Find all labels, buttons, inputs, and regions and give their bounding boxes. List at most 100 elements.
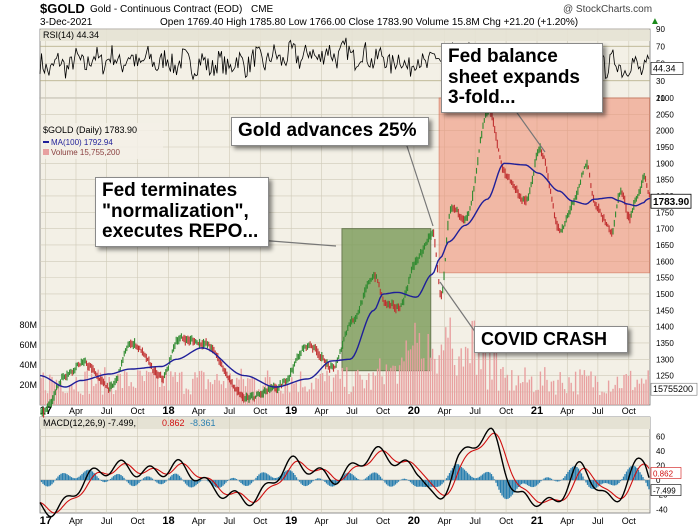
annotation-covid-crash: COVID CRASH [474,326,628,354]
price-y-tick: 2050 [656,110,674,119]
macd-line [39,427,650,518]
volume-y-tick: 60M [19,340,37,350]
pointer-fed-terminates [257,239,337,247]
x-tick-label: 21 [531,405,543,417]
x-tick-label: Apr [438,406,452,416]
signal-last-value-box [650,467,682,479]
x-tick-label: Jul [346,406,358,416]
quote-line: Open 1769.40 High 1785.80 Low 1766.00 Cl… [160,17,579,28]
pointer-fed-balance [514,109,546,153]
panel-macd-background [39,416,651,514]
rsi-last-value: 44.34 [653,63,676,73]
x-tick-label: 18 [162,405,174,417]
price-y-tick: 1400 [656,323,674,332]
contract-description: Gold - Continuous Contract (EOD) [90,4,243,15]
price-last-value-box [650,193,692,209]
price-legend-gold: $GOLD (Daily) 1783.90 [43,125,137,135]
x-tick-label-bottom: Oct [253,516,268,526]
volume-last-value-box [650,382,698,396]
macd-legend-hist: -8.361 [190,418,216,428]
x-tick-label: Jul [224,406,236,416]
macd-legend-signal: 0.862 [162,418,185,428]
x-tick-label: Jul [101,406,113,416]
symbol-title: $GOLD [40,1,85,16]
price-last-value: 1783.90 [653,197,690,208]
price-y-tick: 1850 [656,176,674,185]
x-tick-label-bottom: 18 [162,515,174,527]
price-y-tick: 1550 [656,274,674,283]
price-legend-band [41,123,163,159]
price-y-tick: 1500 [656,290,674,299]
quote-date: 3-Dec-2021 [40,17,93,28]
x-tick-label: Oct [499,406,514,416]
annotation-gold-advances: Gold advances 25% [231,117,429,146]
rsi-legend: RSI(14) 44.34 [43,30,99,40]
rsi-y-tick: 90 [656,25,665,34]
x-tick-label: Jul [469,406,481,416]
macd-y-tick: 0 [656,476,661,485]
x-tick-label-bottom: 17 [40,515,52,527]
pointer-gold-advances-right [404,139,434,227]
price-y-tick: 1250 [656,372,674,381]
x-tick-label: Apr [560,406,574,416]
up-triangle-icon: ▲ [650,16,660,27]
macd-y-tick: 40 [656,447,665,456]
price-y-tick: 1700 [656,225,674,234]
x-tick-label: Oct [253,406,268,416]
price-y-tick: 1950 [656,143,674,152]
x-tick-label: Apr [314,406,328,416]
x-tick-label-bottom: Apr [69,516,83,526]
x-tick-label-bottom: Apr [560,516,574,526]
x-tick-label-bottom: Jul [101,516,113,526]
rsi-last-value-box [650,62,684,75]
x-tick-label: Oct [622,406,637,416]
x-tick-label-bottom: Jul [346,516,358,526]
macd-y-tick: 20 [656,462,665,471]
price-y-tick: 1750 [656,208,674,217]
volume-y-tick: 20M [19,380,37,390]
rsi-y-tick: 10 [656,94,665,103]
ma100-line [39,162,651,388]
x-tick-label: Apr [192,406,206,416]
x-tick-label: 20 [408,405,420,417]
x-tick-label: Oct [131,406,146,416]
price-y-tick: 1900 [656,159,674,168]
price-y-tick: 1450 [656,306,674,315]
gold-advance-box [341,228,432,372]
header-area [0,0,700,30]
price-y-tick: 1600 [656,257,674,266]
price-y-tick: 1350 [656,339,674,348]
x-tick-label-bottom: Oct [131,516,146,526]
price-legend-ma: MA(100) 1792.94 [51,138,113,147]
price-y-tick: 2100 [656,94,674,103]
price-legend-volume: Volume 15,755,200 [51,148,120,157]
x-tick-label: Apr [69,406,83,416]
x-tick-label-bottom: Oct [499,516,514,526]
stockcharts-watermark: @ StockCharts.com [563,4,653,15]
x-tick-label-bottom: Apr [438,516,452,526]
price-y-tick: 1650 [656,241,674,250]
x-tick-label-bottom: 20 [408,515,420,527]
volume-legend-swatch [43,149,49,155]
volume-y-tick: 80M [19,320,37,330]
macd-legend-label: MACD(12,26,9) -7.499, [43,418,136,428]
x-tick-label-bottom: Jul [592,516,604,526]
x-tick-label-bottom: Oct [622,516,637,526]
rsi-legend-band [40,30,650,41]
macd-y-tick: -40 [656,505,668,514]
macd-last-value-box [650,484,682,496]
annotation-fed-terminates: Fed terminates "normalization", executes… [95,177,269,247]
macd-y-tick: 60 [656,432,665,441]
rsi-y-tick: 30 [656,77,665,86]
price-y-tick: 2000 [656,127,674,136]
x-tick-label: Jul [592,406,604,416]
x-tick-label-bottom: Oct [376,516,391,526]
macd-last-value: -7.499 [653,487,676,496]
price-y-tick: 1300 [656,355,674,364]
x-tick-label: 19 [285,405,297,417]
x-tick-label: Oct [376,406,391,416]
annotation-fed-balance: Fed balance sheet expands 3-fold... [441,43,603,113]
macd-legend-band [40,417,650,429]
balance-sheet-box [438,97,651,274]
